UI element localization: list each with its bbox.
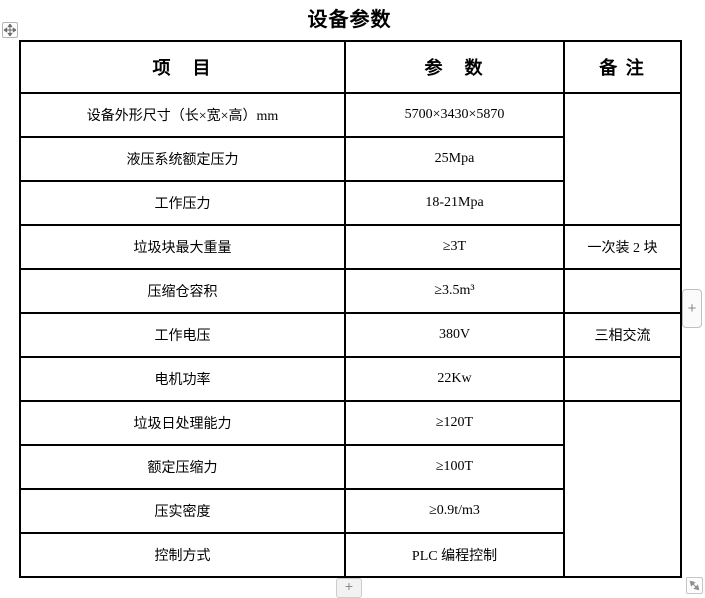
note-cell[interactable] — [563, 400, 682, 578]
page-title: 设备参数 — [307, 7, 392, 31]
column-header-param[interactable]: 参 数 — [344, 40, 565, 94]
param-cell[interactable]: ≥0.9t/m3 — [344, 488, 565, 534]
note-cell[interactable] — [563, 268, 682, 314]
item-cell[interactable]: 压缩仓容积 — [19, 268, 346, 314]
item-cell[interactable]: 压实密度 — [19, 488, 346, 534]
add-column-button[interactable]: + — [682, 289, 702, 328]
table-row: 工作压力 18-21Mpa — [19, 180, 681, 226]
item-cell[interactable]: 液压系统额定压力 — [19, 136, 346, 182]
param-cell[interactable]: PLC 编程控制 — [344, 532, 565, 578]
parameters-table: 项 目 参 数 备 注 设备外形尺寸（长×宽×高）mm 5700×3430×58… — [19, 40, 682, 578]
note-cell[interactable] — [563, 356, 682, 402]
item-cell[interactable]: 垃圾日处理能力 — [19, 400, 346, 446]
table-row: 压缩仓容积 ≥3.5m³ — [19, 268, 682, 314]
header-row: 项 目 参 数 备 注 — [19, 40, 682, 94]
table-row: 液压系统额定压力 25Mpa — [19, 136, 681, 182]
item-cell[interactable]: 电机功率 — [19, 356, 346, 402]
param-cell[interactable]: ≥3T — [344, 224, 565, 270]
note-cell[interactable] — [563, 92, 682, 226]
param-cell[interactable]: ≥100T — [344, 444, 565, 490]
item-cell[interactable]: 工作压力 — [19, 180, 346, 226]
table-row: 设备外形尺寸（长×宽×高）mm 5700×3430×5870 — [19, 92, 682, 226]
table-resize-handle[interactable] — [686, 577, 703, 594]
table-row: 控制方式 PLC 编程控制 — [19, 532, 681, 578]
param-cell[interactable]: ≥3.5m³ — [344, 268, 565, 314]
column-header-item[interactable]: 项 目 — [19, 40, 346, 94]
item-cell[interactable]: 额定压缩力 — [19, 444, 346, 490]
param-cell[interactable]: ≥120T — [344, 400, 565, 446]
plus-icon: + — [687, 300, 697, 317]
item-cell[interactable]: 设备外形尺寸（长×宽×高）mm — [19, 92, 346, 138]
table-row: 垃圾块最大重量 ≥3T 一次装 2 块 — [19, 224, 682, 270]
table-row: 垃圾日处理能力 ≥120T — [19, 400, 682, 578]
item-cell[interactable]: 工作电压 — [19, 312, 346, 358]
item-cell[interactable]: 垃圾块最大重量 — [19, 224, 346, 270]
column-header-note[interactable]: 备 注 — [563, 40, 682, 94]
item-cell[interactable]: 控制方式 — [19, 532, 346, 578]
move-arrows-icon — [4, 24, 16, 36]
diagonal-resize-icon — [689, 580, 700, 591]
table-row: 电机功率 22Kw — [19, 356, 682, 402]
table-row: 额定压缩力 ≥100T — [19, 444, 681, 490]
plus-icon: + — [344, 578, 354, 594]
note-cell[interactable]: 一次装 2 块 — [563, 224, 682, 270]
param-cell[interactable]: 18-21Mpa — [344, 180, 565, 226]
table-move-handle[interactable] — [2, 22, 18, 38]
note-cell[interactable]: 三相交流 — [563, 312, 682, 358]
add-row-button[interactable]: + — [336, 578, 362, 598]
param-cell[interactable]: 380V — [344, 312, 565, 358]
table-row: 压实密度 ≥0.9t/m3 — [19, 488, 681, 534]
param-cell[interactable]: 22Kw — [344, 356, 565, 402]
table-row: 工作电压 380V 三相交流 — [19, 312, 682, 358]
param-cell[interactable]: 25Mpa — [344, 136, 565, 182]
param-cell[interactable]: 5700×3430×5870 — [344, 92, 565, 138]
